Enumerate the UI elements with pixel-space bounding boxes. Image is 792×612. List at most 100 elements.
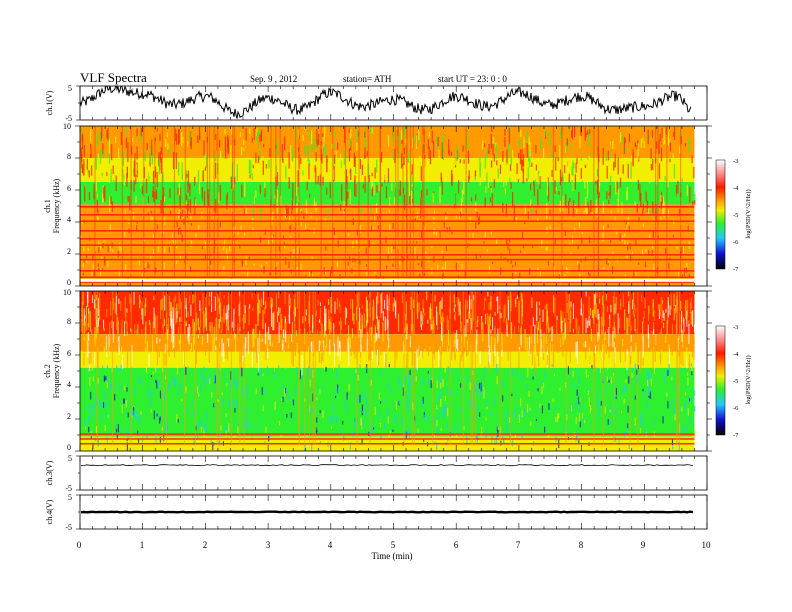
spectrogram-cell <box>454 368 456 371</box>
spectrogram-cell <box>375 203 378 213</box>
spectrogram-cell <box>88 170 90 178</box>
spectrogram-cell <box>459 301 461 316</box>
spectrogram-cell <box>678 441 680 451</box>
spectrogram-cell <box>656 335 658 350</box>
spectrogram-cell <box>558 191 560 195</box>
spectrogram-cell <box>628 443 630 449</box>
spectrogram-cell <box>346 190 348 207</box>
spectrogram-cell <box>214 139 216 151</box>
spectrogram-cell <box>490 301 492 309</box>
spectrogram-cell <box>377 436 379 443</box>
spectrogram-cell <box>499 291 501 445</box>
spectrogram-cell <box>624 343 626 362</box>
spectrogram-cell <box>229 245 231 251</box>
spectrogram-cell <box>615 388 617 396</box>
spectrogram-cell <box>432 291 434 445</box>
spectrogram-cell <box>595 345 597 354</box>
spectrogram-cell <box>130 328 132 332</box>
spectrogram-cell <box>322 410 324 418</box>
spectrogram-cell <box>108 153 111 164</box>
spectrogram-cell <box>439 301 441 315</box>
spectrogram-cell <box>653 310 655 322</box>
spectrogram-cell <box>192 318 194 336</box>
spectrogram-cell <box>338 300 340 307</box>
spectrogram-cell <box>570 334 572 341</box>
spectrogram-cell <box>462 291 464 445</box>
spectrogram-cell <box>562 172 564 185</box>
spectrogram-cell <box>447 422 449 429</box>
spectrogram-cell <box>83 308 85 326</box>
ch4-tick-bottom: -5 <box>65 523 72 532</box>
spectrogram-cell <box>107 244 109 253</box>
spectrogram-cell <box>213 403 215 408</box>
spectrogram-cell <box>84 419 86 425</box>
spectrogram-cell <box>565 382 567 388</box>
spectrogram-cell <box>353 348 355 355</box>
spectrogram-cell <box>86 258 88 264</box>
spectrogram-cell <box>350 335 352 356</box>
spectrogram-cell <box>211 392 213 399</box>
spectrogram-cell <box>592 310 594 319</box>
spectrogram-cell <box>613 161 615 171</box>
spectrogram-cell <box>162 324 164 329</box>
spectrogram-cell <box>358 292 360 307</box>
spectrogram-cell <box>447 407 449 417</box>
spectrogram-cell <box>225 149 227 159</box>
spectrogram-cell <box>659 304 661 316</box>
spectrogram-cell <box>389 224 391 231</box>
spectrogram-cell <box>267 366 269 372</box>
spectrogram-cell <box>518 139 520 143</box>
spec2-ylabel-ch: ch.2 <box>43 364 52 378</box>
spectrogram-cell <box>494 337 496 348</box>
spectrogram-cell <box>673 293 675 307</box>
spectrogram-cell <box>185 306 187 318</box>
spectrogram-cell <box>643 311 645 319</box>
spectrogram-cell <box>84 315 86 319</box>
spectrogram-cell <box>473 295 475 301</box>
spectrogram-cell <box>609 140 612 146</box>
spectrogram-cell <box>530 199 532 206</box>
spectrogram-cell <box>474 170 477 177</box>
spectrogram-cell <box>648 395 650 398</box>
spectrogram-cell <box>244 310 246 324</box>
spectrogram-cell <box>676 193 678 209</box>
spectrogram-cell <box>301 156 303 174</box>
spectrogram-cell <box>423 439 425 442</box>
spectrogram-cell <box>605 293 607 301</box>
spectrogram-cell <box>145 297 147 307</box>
spec2-ytick-6: 6 <box>67 349 71 358</box>
spectrogram-cell <box>659 134 661 142</box>
spectrogram-cell <box>406 126 408 278</box>
spectrogram-cell <box>401 277 403 280</box>
spectrogram-cell <box>131 345 133 367</box>
spectrogram-cell <box>290 145 292 160</box>
spectrogram-cell <box>441 250 443 257</box>
spectrogram-cell <box>303 213 305 220</box>
spectrogram-cell <box>346 407 348 413</box>
spectrogram-cell <box>667 209 669 217</box>
spectrogram-cell <box>531 349 533 365</box>
spectrogram-cell <box>510 291 511 445</box>
spectrogram-cell <box>293 310 295 315</box>
spectrogram-cell <box>654 340 656 362</box>
spectrogram-cell <box>595 180 597 185</box>
spectrogram-cell <box>80 182 695 205</box>
spectrogram-cell <box>151 139 153 156</box>
spectrogram-cell <box>684 268 686 276</box>
spectrogram-cell <box>179 255 181 260</box>
spectrogram-cell <box>638 262 640 265</box>
spectrogram-cell <box>84 322 86 333</box>
spectrogram-cell <box>640 138 642 148</box>
spectrogram-cell <box>97 317 99 327</box>
spectrogram-cell <box>395 126 397 278</box>
spectrogram-cell <box>282 396 284 402</box>
spectrogram-cell <box>212 338 214 354</box>
spectrogram-cell <box>173 323 175 343</box>
spectrogram-cell <box>82 261 84 268</box>
spectrogram-cell <box>603 389 605 393</box>
spectrogram-cell <box>203 191 206 206</box>
spectrogram-cell <box>171 233 174 241</box>
spectrogram-cell <box>531 162 533 167</box>
spectrogram-cell <box>127 412 129 418</box>
spectrogram-cell <box>521 140 524 146</box>
